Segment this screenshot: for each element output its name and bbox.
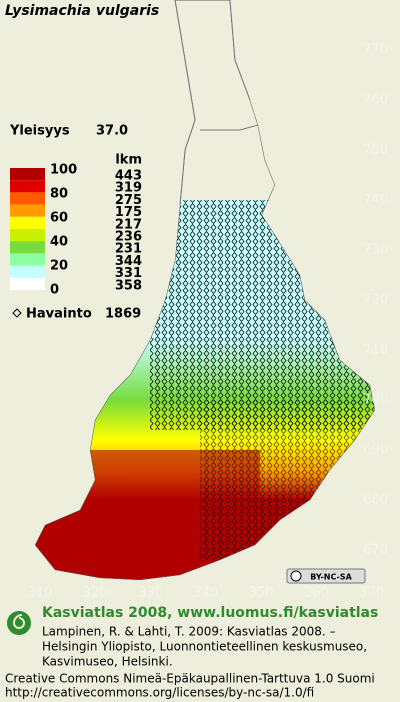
license-line: Creative Commons Nimeä-Epäkaupallinen-Ta… — [5, 672, 375, 686]
legend-swatch — [10, 277, 45, 290]
citation-line: Helsingin Yliopisto, Luonnontieteellinen… — [42, 640, 367, 654]
legend-count: 236 — [115, 230, 142, 245]
legend-swatch — [10, 229, 45, 242]
legend-level: 100 — [50, 163, 77, 178]
grid-y-label: 680 — [363, 493, 388, 508]
legend-swatch — [10, 265, 45, 278]
grid-x-label: 350 — [249, 586, 274, 601]
legend-count: 319 — [115, 181, 142, 196]
grid-y-label: 670 — [363, 543, 388, 558]
grid-x-label: 370 — [359, 586, 384, 601]
grid-x-label: 330 — [138, 586, 163, 601]
citation-line: Lampinen, R. & Lahti, T. 2009: Kasviatla… — [42, 625, 336, 639]
observation-label: Havainto — [26, 307, 92, 322]
border — [174, 0, 259, 131]
grid-y-label: 750 — [363, 143, 388, 158]
frequency-value: 37.0 — [96, 124, 128, 139]
footer: Kasviatlas 2008, www.luomus.fi/kasviatla… — [7, 605, 378, 635]
legend-count: 231 — [115, 242, 142, 257]
license-line: http://creativecommons.org/licenses/by-n… — [5, 686, 314, 700]
grid-y-label: 720 — [363, 293, 388, 308]
grid-x-label: 340 — [193, 586, 218, 601]
legend-swatch — [10, 253, 45, 266]
map — [35, 0, 375, 580]
grid-x-label: 360 — [304, 586, 329, 601]
badge-text: BY-NC-SA — [310, 573, 352, 582]
legend-swatch — [10, 180, 45, 193]
grid-y-label: 740 — [363, 193, 388, 208]
legend-level: 20 — [50, 259, 68, 274]
legend-level: 0 — [50, 283, 59, 298]
grid-y-label: 690 — [363, 443, 388, 458]
legend-count: 331 — [115, 266, 142, 281]
legend-count: 217 — [115, 217, 142, 232]
legend-swatch — [10, 216, 45, 229]
footer-heading: Kasviatlas 2008, www.luomus.fi/kasviatla… — [42, 605, 378, 621]
legend-level: 40 — [50, 235, 68, 250]
grid-y-label: 700 — [363, 393, 388, 408]
grid-y-label: 760 — [363, 93, 388, 108]
frequency-label: Yleisyys — [9, 124, 70, 139]
legend-count: 175 — [115, 205, 142, 220]
legend: Yleisyys 37.0 lkm Havainto 1869 — [9, 124, 142, 322]
license-badge: BY-NC-SA — [286, 568, 366, 584]
legend-count: 443 — [115, 169, 142, 184]
grid-x-label: 310 — [28, 586, 53, 601]
citation-line: Kasvimuseo, Helsinki. — [42, 655, 173, 669]
legend-count: 344 — [115, 254, 142, 269]
legend-level: 80 — [50, 187, 68, 202]
observation-count: 1869 — [105, 307, 141, 322]
legend-swatch — [10, 168, 45, 181]
legend-swatch — [10, 241, 45, 254]
legend-count: 275 — [115, 193, 142, 208]
logo — [7, 611, 31, 635]
grid-y-label: 730 — [363, 243, 388, 258]
legend-count: 358 — [115, 278, 142, 293]
grid-x-label: 320 — [83, 586, 108, 601]
legend-swatch — [10, 192, 45, 205]
observation-icon — [12, 308, 22, 318]
count-header: lkm — [115, 153, 142, 168]
legend-level: 60 — [50, 211, 68, 226]
legend-swatch — [10, 204, 45, 217]
grid-y-label: 710 — [363, 343, 388, 358]
observations — [200, 400, 360, 560]
grid-y-label: 770 — [363, 43, 388, 58]
title: Lysimachia vulgaris — [5, 3, 159, 19]
